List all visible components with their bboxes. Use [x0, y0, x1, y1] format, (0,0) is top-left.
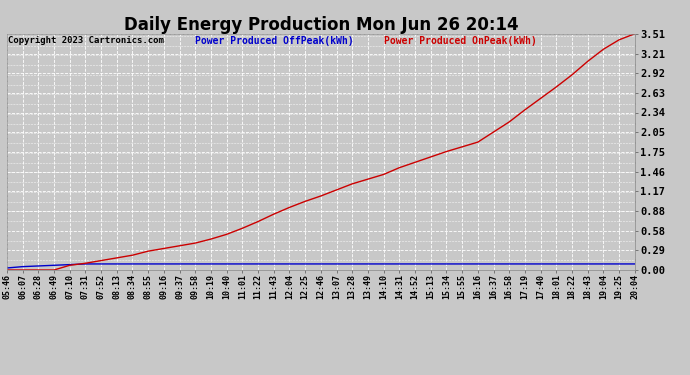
Text: Copyright 2023 Cartronics.com: Copyright 2023 Cartronics.com: [8, 36, 164, 45]
Text: Power Produced OffPeak(kWh): Power Produced OffPeak(kWh): [195, 36, 354, 46]
Title: Daily Energy Production Mon Jun 26 20:14: Daily Energy Production Mon Jun 26 20:14: [124, 16, 518, 34]
Text: Power Produced OnPeak(kWh): Power Produced OnPeak(kWh): [384, 36, 536, 46]
